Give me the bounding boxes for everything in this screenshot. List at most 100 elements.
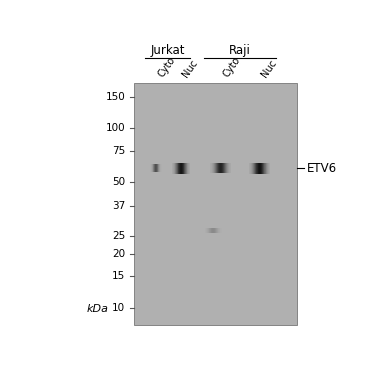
- Bar: [222, 163, 223, 173]
- Bar: [211, 228, 212, 232]
- Bar: [265, 163, 266, 174]
- Bar: [267, 163, 268, 174]
- Bar: [214, 163, 215, 173]
- Bar: [214, 163, 215, 173]
- Bar: [223, 163, 224, 173]
- Bar: [212, 163, 213, 173]
- Bar: [266, 163, 267, 174]
- Bar: [255, 163, 256, 174]
- Bar: [211, 163, 212, 173]
- Bar: [185, 163, 186, 174]
- Bar: [221, 228, 222, 232]
- Bar: [189, 163, 190, 174]
- Bar: [161, 164, 162, 172]
- Bar: [259, 163, 260, 174]
- Bar: [151, 164, 152, 172]
- Bar: [261, 163, 262, 174]
- Bar: [180, 163, 181, 174]
- Text: kDa: kDa: [87, 304, 109, 314]
- Bar: [189, 163, 190, 174]
- Bar: [188, 163, 189, 174]
- Bar: [230, 163, 231, 173]
- Text: Jurkat: Jurkat: [150, 44, 185, 57]
- Bar: [249, 163, 250, 174]
- Bar: [152, 164, 153, 172]
- Bar: [185, 163, 186, 174]
- Bar: [249, 163, 250, 174]
- Bar: [215, 163, 216, 173]
- Bar: [252, 163, 253, 174]
- Bar: [181, 163, 182, 174]
- Bar: [151, 164, 152, 172]
- Bar: [265, 163, 266, 174]
- Bar: [218, 228, 219, 232]
- Bar: [263, 163, 264, 174]
- Bar: [253, 163, 254, 174]
- Text: 50: 50: [112, 177, 125, 187]
- Bar: [220, 163, 221, 173]
- Bar: [159, 164, 160, 172]
- Bar: [251, 163, 252, 174]
- Bar: [208, 228, 209, 232]
- Bar: [254, 163, 255, 174]
- Bar: [175, 163, 176, 174]
- Bar: [223, 163, 224, 173]
- Bar: [229, 163, 230, 173]
- Bar: [207, 228, 208, 232]
- Bar: [211, 228, 212, 232]
- Bar: [182, 163, 183, 174]
- Bar: [219, 228, 220, 232]
- Bar: [262, 163, 263, 174]
- Bar: [225, 163, 226, 173]
- Bar: [210, 228, 211, 232]
- Bar: [228, 163, 229, 173]
- Bar: [160, 164, 161, 172]
- Bar: [216, 163, 217, 173]
- Bar: [268, 163, 269, 174]
- Bar: [158, 164, 159, 172]
- Bar: [209, 228, 210, 232]
- Bar: [219, 228, 220, 232]
- Bar: [269, 163, 270, 174]
- Text: ETV6: ETV6: [307, 162, 337, 175]
- Bar: [210, 228, 211, 232]
- Bar: [158, 164, 159, 172]
- Bar: [230, 163, 231, 173]
- Bar: [150, 164, 151, 172]
- Bar: [217, 228, 218, 232]
- Bar: [219, 163, 220, 173]
- Bar: [251, 163, 252, 174]
- Bar: [157, 164, 158, 172]
- Bar: [256, 163, 257, 174]
- Bar: [205, 228, 206, 232]
- Bar: [226, 163, 227, 173]
- Bar: [174, 163, 175, 174]
- Bar: [153, 164, 154, 172]
- Bar: [216, 228, 217, 232]
- Bar: [184, 163, 185, 174]
- Bar: [182, 163, 183, 174]
- Bar: [257, 163, 258, 174]
- Bar: [218, 163, 219, 173]
- Bar: [155, 164, 156, 172]
- Bar: [183, 163, 184, 174]
- Bar: [221, 163, 222, 173]
- Bar: [213, 228, 214, 232]
- Bar: [227, 163, 228, 173]
- Bar: [219, 163, 220, 173]
- Bar: [156, 164, 157, 172]
- Bar: [256, 163, 257, 174]
- Bar: [207, 228, 208, 232]
- Bar: [205, 228, 206, 232]
- Bar: [215, 163, 216, 173]
- Bar: [224, 163, 225, 173]
- Bar: [175, 163, 176, 174]
- Bar: [173, 163, 174, 174]
- Bar: [224, 163, 225, 173]
- Bar: [176, 163, 177, 174]
- Bar: [257, 163, 258, 174]
- Text: Raji: Raji: [229, 44, 251, 57]
- Bar: [211, 163, 212, 173]
- Bar: [186, 163, 187, 174]
- Bar: [220, 163, 221, 173]
